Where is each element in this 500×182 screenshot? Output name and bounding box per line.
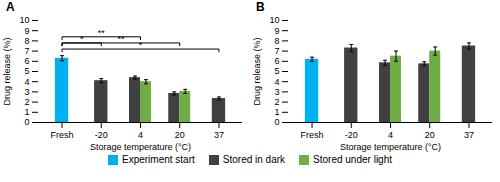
html-text:B: B: [256, 0, 265, 14]
svg-text:Drug release (%): Drug release (%): [2, 37, 12, 105]
html-text:Stored in dark: Stored in dark: [222, 154, 286, 165]
html-text:A: A: [6, 0, 15, 14]
svg-text:4: 4: [388, 130, 393, 140]
svg-text:1: 1: [274, 107, 279, 117]
svg-text:10: 10: [269, 15, 279, 25]
svg-text:4: 4: [24, 77, 29, 87]
svg-text:7: 7: [274, 46, 279, 56]
svg-text:5: 5: [274, 66, 279, 76]
svg-text:1: 1: [24, 107, 29, 117]
svg-text:Fresh: Fresh: [301, 130, 324, 140]
svg-text:2: 2: [24, 97, 29, 107]
svg-text:37: 37: [464, 130, 474, 140]
svg-text:0: 0: [24, 117, 29, 127]
svg-text:*: *: [139, 40, 143, 50]
svg-text:Storage temperature (°C): Storage temperature (°C): [90, 142, 191, 152]
html-text:Experiment start: Experiment start: [122, 154, 195, 165]
svg-text:Fresh: Fresh: [51, 130, 74, 140]
svg-text:9: 9: [274, 26, 279, 36]
html-text:Stored under light: Stored under light: [313, 154, 392, 165]
svg-text:Drug release (%): Drug release (%): [252, 37, 262, 105]
svg-text:4: 4: [138, 130, 143, 140]
svg-text:5: 5: [24, 66, 29, 76]
svg-text:3: 3: [274, 87, 279, 97]
svg-text:8: 8: [274, 36, 279, 46]
svg-text:20: 20: [425, 130, 435, 140]
svg-text:8: 8: [24, 36, 29, 46]
svg-text:-20: -20: [345, 130, 358, 140]
svg-text:20: 20: [175, 130, 185, 140]
svg-text:**: **: [117, 34, 125, 44]
svg-text:Storage temperature (°C): Storage temperature (°C): [340, 142, 441, 152]
svg-text:**: **: [98, 28, 106, 38]
svg-text:*: *: [80, 34, 84, 44]
svg-text:2: 2: [274, 97, 279, 107]
svg-text:3: 3: [24, 87, 29, 97]
svg-text:9: 9: [24, 26, 29, 36]
svg-text:7: 7: [24, 46, 29, 56]
svg-text:4: 4: [274, 77, 279, 87]
svg-text:-20: -20: [95, 130, 108, 140]
svg-text:6: 6: [274, 56, 279, 66]
svg-text:10: 10: [19, 15, 29, 25]
svg-text:6: 6: [24, 56, 29, 66]
svg-text:37: 37: [214, 130, 224, 140]
svg-text:0: 0: [274, 117, 279, 127]
